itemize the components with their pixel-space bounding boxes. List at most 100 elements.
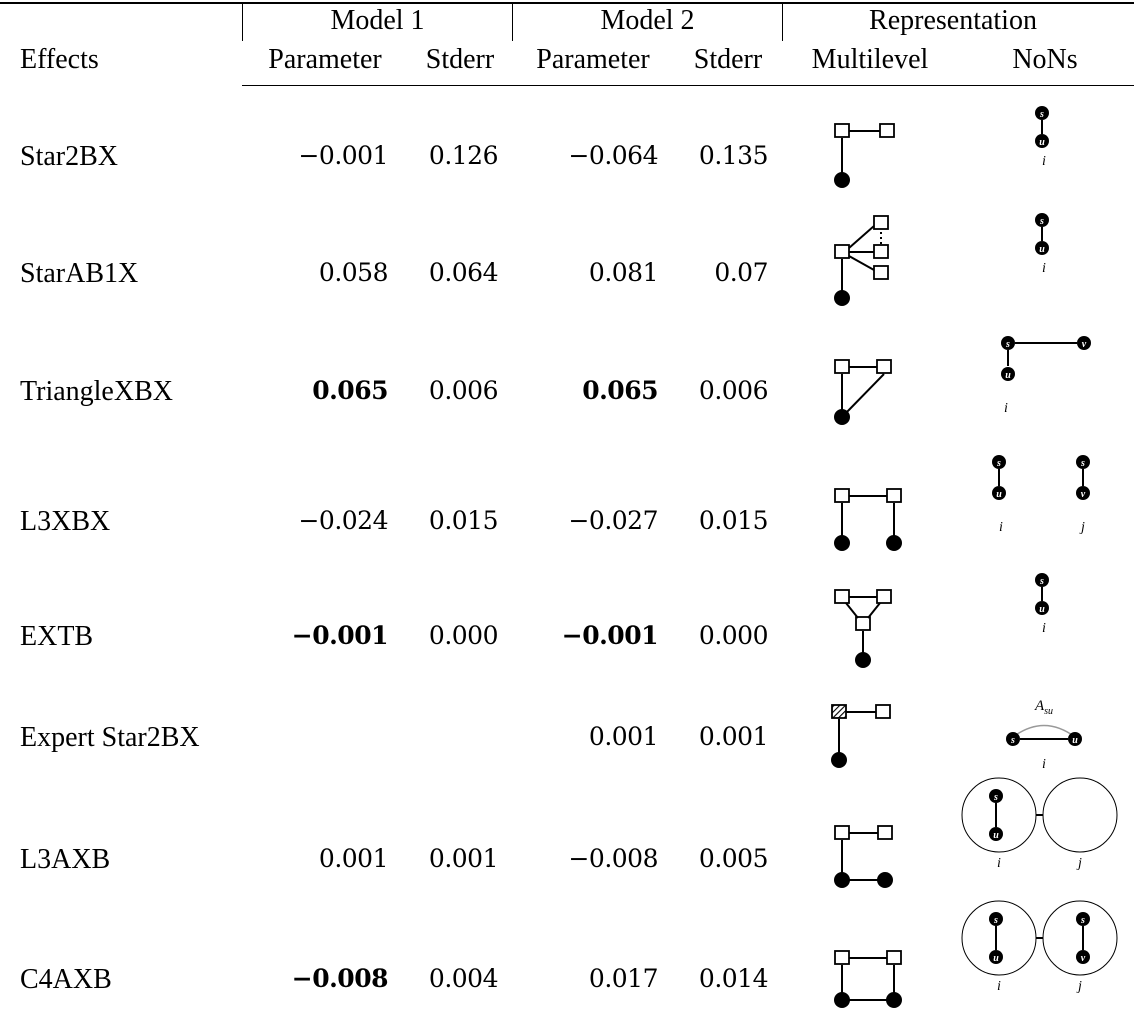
m2-parameter: 0.065	[582, 376, 658, 405]
m2-stderr: 0.135	[698, 141, 769, 170]
header-multilevel: Multilevel	[811, 44, 929, 75]
node-s-letter: s	[993, 915, 998, 926]
m1-parameter: 0.001	[318, 844, 389, 873]
node-s	[1035, 213, 1049, 227]
m1-parameter: −0.024	[298, 506, 388, 535]
node-u	[1001, 367, 1015, 381]
node-s	[1035, 573, 1049, 587]
node-s-letter: s	[993, 792, 998, 803]
node-u	[992, 486, 1006, 500]
m1-stderr: 0.001	[428, 844, 499, 873]
arc-edge	[1012, 724, 1076, 738]
hatched-square-node	[831, 704, 847, 719]
dot-node	[831, 752, 847, 768]
node-u	[989, 827, 1003, 841]
m1-stderr: 0.006	[428, 376, 499, 405]
m1-parameter: −0.001	[291, 621, 389, 650]
row-diagrams: s v u i	[834, 336, 1091, 425]
m2-stderr: 0.015	[698, 506, 769, 535]
node-v-letter: v	[1081, 489, 1086, 500]
effect-label: Star2BX	[20, 141, 118, 172]
node-u	[1035, 601, 1049, 615]
node-u-letter: u	[996, 489, 1002, 500]
square-node	[834, 123, 850, 138]
row-diagrams: s u s v i j	[834, 455, 1090, 551]
node-u	[1068, 732, 1082, 746]
edge	[843, 373, 885, 416]
m1-parameter: −0.008	[291, 964, 389, 993]
header-rule	[242, 85, 1134, 86]
node-u-letter: u	[1039, 604, 1045, 615]
node-s-letter: s	[1039, 576, 1044, 587]
square-node	[879, 123, 895, 138]
square-node	[834, 488, 850, 503]
dot-node	[877, 872, 893, 888]
m1-parameter: 0.065	[312, 376, 388, 405]
dot-node	[834, 172, 850, 188]
row-diagrams: Asu s u i	[831, 698, 1082, 772]
network-circle-i	[961, 777, 1037, 853]
m2-stderr: 0.005	[698, 844, 769, 873]
nons-label-i: i	[997, 856, 1001, 871]
node-u-letter: u	[1039, 137, 1045, 148]
dot-node	[834, 992, 850, 1008]
m2-parameter: −0.064	[568, 141, 658, 170]
nons-top-label: Asu	[1034, 698, 1053, 717]
effect-label: C4AXB	[20, 964, 112, 995]
node-s	[1076, 912, 1090, 926]
square-node	[876, 589, 892, 604]
dot-node	[834, 535, 850, 551]
header-m2-stderr: Stderr	[693, 44, 763, 75]
network-circle-i	[961, 900, 1037, 976]
row-diagrams: s u s v i j	[834, 900, 1118, 1008]
node-v	[1077, 336, 1091, 350]
node-s-letter: s	[1005, 339, 1010, 350]
square-node	[834, 825, 850, 840]
m1-parameter: 0.058	[318, 258, 389, 287]
header-m1-stderr: Stderr	[425, 44, 495, 75]
header-m2-parameter: Parameter	[536, 44, 650, 75]
nons-label-i: i	[997, 979, 1001, 994]
nons-label-j: j	[1079, 520, 1085, 535]
node-v	[1076, 486, 1090, 500]
dot-node	[834, 409, 850, 425]
header-representation: Representation	[869, 5, 1037, 36]
node-s	[989, 912, 1003, 926]
header-effects: Effects	[20, 44, 99, 75]
top-rule	[0, 2, 1134, 4]
row-diagrams: s ui	[834, 213, 1049, 306]
node-u-letter: u	[993, 953, 999, 964]
square-node	[876, 359, 892, 374]
dot-node	[834, 872, 850, 888]
node-s	[1006, 732, 1020, 746]
node-s-letter: s	[1039, 216, 1044, 227]
node-s	[992, 455, 1006, 469]
effect-label: L3AXB	[20, 844, 111, 875]
node-s-letter: s	[1010, 735, 1015, 746]
nons-label-j: j	[1076, 856, 1082, 871]
m2-parameter: −0.008	[568, 844, 658, 873]
node-v	[1076, 950, 1090, 964]
header-divider-2	[512, 3, 513, 41]
row-diagrams: s ui	[834, 573, 1049, 668]
row-diagrams: s ui	[834, 106, 1049, 188]
square-node	[855, 616, 871, 631]
node-v-letter: v	[1082, 339, 1087, 350]
header-divider-3	[782, 3, 783, 41]
nons-label-i: i	[1042, 154, 1046, 169]
square-node	[834, 950, 850, 965]
node-s-letter: s	[1080, 458, 1085, 469]
effect-label: L3XBX	[20, 506, 111, 537]
header-divider-1	[242, 3, 243, 41]
effect-label: Expert Star2BX	[20, 722, 200, 753]
node-u-letter: u	[993, 830, 999, 841]
m2-stderr: 0.001	[698, 722, 769, 751]
row-diagrams: s u i j	[834, 777, 1118, 888]
edge	[848, 255, 875, 271]
node-s-letter: s	[1080, 915, 1085, 926]
square-node	[886, 488, 902, 503]
nons-label-i: i	[999, 520, 1003, 535]
m2-stderr: 0.000	[698, 621, 769, 650]
node-s	[1035, 106, 1049, 120]
